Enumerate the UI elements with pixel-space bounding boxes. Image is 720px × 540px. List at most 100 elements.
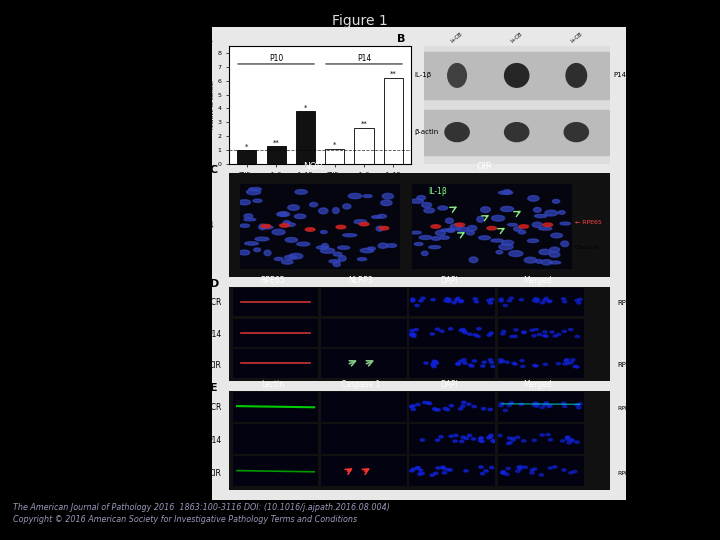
Ellipse shape [575, 366, 579, 368]
Ellipse shape [534, 298, 538, 300]
Ellipse shape [381, 200, 392, 206]
Ellipse shape [578, 298, 582, 301]
Ellipse shape [289, 253, 303, 259]
Ellipse shape [530, 469, 534, 471]
Ellipse shape [575, 335, 580, 338]
Ellipse shape [348, 193, 362, 199]
Ellipse shape [532, 404, 536, 407]
Ellipse shape [443, 407, 447, 410]
Text: IL-1β: IL-1β [414, 72, 431, 78]
Ellipse shape [424, 208, 434, 213]
Ellipse shape [479, 437, 483, 440]
Ellipse shape [517, 466, 521, 468]
Ellipse shape [420, 439, 425, 441]
Text: P14: P14 [357, 54, 371, 63]
Ellipse shape [513, 227, 522, 231]
Ellipse shape [478, 440, 482, 442]
Ellipse shape [488, 302, 492, 304]
Ellipse shape [534, 207, 541, 212]
Ellipse shape [565, 437, 570, 439]
Text: OIR: OIR [476, 163, 492, 171]
Ellipse shape [499, 404, 503, 407]
Ellipse shape [279, 224, 289, 227]
Ellipse shape [359, 222, 369, 226]
Ellipse shape [540, 434, 544, 436]
Ellipse shape [519, 225, 528, 228]
Ellipse shape [420, 472, 424, 475]
Ellipse shape [448, 64, 467, 87]
Ellipse shape [557, 333, 561, 335]
Text: l+CB: l+CB [570, 31, 583, 44]
Ellipse shape [455, 223, 464, 226]
Ellipse shape [562, 301, 567, 303]
Ellipse shape [560, 440, 564, 442]
Ellipse shape [567, 442, 571, 444]
Ellipse shape [450, 224, 462, 229]
Ellipse shape [456, 363, 460, 366]
Ellipse shape [549, 252, 560, 257]
Ellipse shape [360, 248, 374, 253]
Ellipse shape [436, 467, 440, 469]
Bar [423, 52, 610, 99]
Ellipse shape [491, 239, 503, 242]
Ellipse shape [469, 257, 478, 262]
Ellipse shape [419, 235, 432, 239]
Ellipse shape [431, 225, 441, 228]
Ellipse shape [560, 222, 570, 225]
Ellipse shape [502, 240, 513, 245]
Text: NLRP3: NLRP3 [348, 276, 374, 285]
Ellipse shape [430, 474, 434, 476]
Ellipse shape [378, 243, 388, 248]
Ellipse shape [410, 300, 415, 302]
Ellipse shape [470, 365, 474, 367]
Ellipse shape [446, 300, 451, 302]
Ellipse shape [433, 408, 437, 410]
Ellipse shape [441, 229, 454, 232]
Ellipse shape [487, 226, 497, 230]
Ellipse shape [459, 408, 463, 410]
Ellipse shape [459, 360, 463, 362]
Bar [325, 148, 344, 164]
Ellipse shape [274, 258, 283, 260]
Ellipse shape [544, 297, 549, 300]
Ellipse shape [452, 301, 456, 304]
Ellipse shape [244, 214, 253, 218]
Ellipse shape [522, 440, 526, 442]
Ellipse shape [541, 301, 544, 304]
Ellipse shape [432, 360, 436, 362]
Ellipse shape [543, 223, 552, 226]
Ellipse shape [382, 193, 393, 199]
Ellipse shape [488, 408, 492, 411]
Ellipse shape [459, 300, 463, 303]
Text: CIR: CIR [209, 361, 221, 370]
Ellipse shape [489, 332, 493, 334]
Ellipse shape [547, 300, 552, 303]
Ellipse shape [524, 257, 536, 263]
Ellipse shape [410, 199, 423, 203]
Ellipse shape [285, 223, 295, 226]
Ellipse shape [519, 299, 523, 301]
Ellipse shape [445, 298, 449, 300]
Ellipse shape [295, 190, 307, 194]
Ellipse shape [284, 255, 297, 259]
Ellipse shape [491, 440, 495, 442]
Ellipse shape [534, 328, 539, 330]
Ellipse shape [539, 227, 552, 230]
Ellipse shape [498, 361, 503, 363]
Text: B: B [397, 34, 406, 44]
Ellipse shape [456, 227, 469, 232]
Ellipse shape [248, 187, 261, 191]
Ellipse shape [537, 333, 541, 336]
Ellipse shape [528, 239, 539, 242]
Ellipse shape [329, 260, 340, 263]
Ellipse shape [522, 332, 526, 334]
Ellipse shape [464, 437, 469, 440]
Ellipse shape [562, 330, 567, 333]
Ellipse shape [480, 472, 485, 475]
Ellipse shape [536, 403, 540, 406]
Ellipse shape [488, 359, 492, 361]
Ellipse shape [412, 333, 416, 335]
Ellipse shape [498, 359, 503, 361]
Ellipse shape [255, 237, 269, 241]
Ellipse shape [377, 214, 387, 218]
